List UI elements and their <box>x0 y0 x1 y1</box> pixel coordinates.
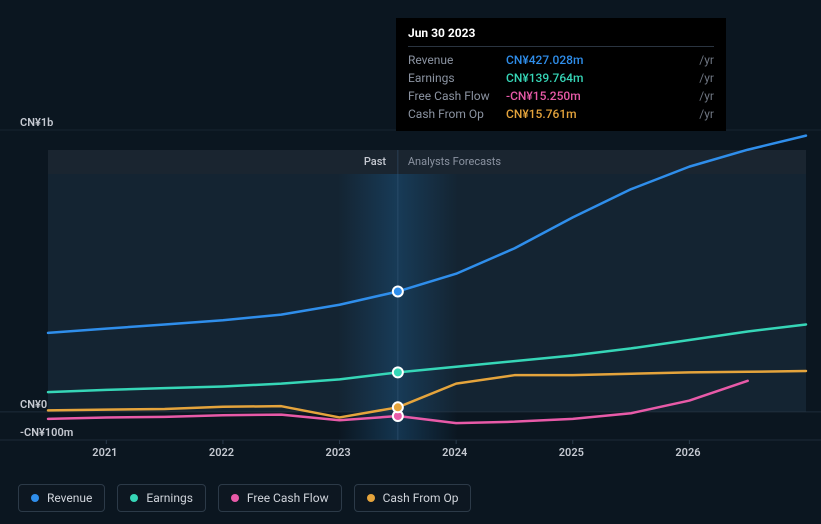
tooltip-row-label: Cash From Op <box>408 107 502 121</box>
legend-label: Revenue <box>47 491 92 505</box>
chart-legend: Revenue Earnings Free Cash Flow Cash From O… <box>18 484 471 512</box>
tooltip-row: Cash From Op CN¥15.761m/yr <box>408 105 714 123</box>
legend-item-fcf[interactable]: Free Cash Flow <box>218 484 342 512</box>
tooltip-row-label: Earnings <box>408 71 502 85</box>
legend-dot-icon <box>367 494 375 502</box>
x-tick-label: 2023 <box>326 446 351 459</box>
legend-label: Free Cash Flow <box>247 491 329 505</box>
forecast-section-label: Analysts Forecasts <box>408 155 501 168</box>
tooltip-row-value: CN¥427.028m <box>506 53 695 67</box>
legend-dot-icon <box>231 494 239 502</box>
financial-chart: -CN¥100m CN¥0 CN¥1b 2021 2022 2023 2024 2025 20… <box>0 0 821 524</box>
x-tick-label: 2026 <box>675 446 700 459</box>
tooltip-row: Revenue CN¥427.028m/yr <box>408 51 714 69</box>
legend-item-revenue[interactable]: Revenue <box>18 484 105 512</box>
y-tick-label: -CN¥100m <box>20 426 73 439</box>
tooltip-row-unit: /yr <box>699 71 714 85</box>
tooltip-date: Jun 30 2023 <box>408 26 714 44</box>
legend-label: Cash From Op <box>383 491 459 505</box>
y-tick-label: CN¥1b <box>20 116 53 129</box>
tooltip-row-unit: /yr <box>699 53 714 67</box>
tooltip-row-label: Revenue <box>408 53 502 67</box>
legend-item-cfo[interactable]: Cash From Op <box>354 484 472 512</box>
tooltip-row-value: -CN¥15.250m <box>506 89 695 103</box>
x-tick-label: 2024 <box>442 446 467 459</box>
legend-label: Earnings <box>146 491 193 505</box>
tooltip-row-value: CN¥139.764m <box>506 71 695 85</box>
tooltip-row: Free Cash Flow -CN¥15.250m/yr <box>408 87 714 105</box>
legend-item-earnings[interactable]: Earnings <box>117 484 206 512</box>
x-tick-label: 2022 <box>209 446 234 459</box>
tooltip-row-unit: /yr <box>699 107 714 121</box>
tooltip-row: Earnings CN¥139.764m/yr <box>408 69 714 87</box>
tooltip-row-unit: /yr <box>699 89 714 103</box>
legend-dot-icon <box>31 494 39 502</box>
x-tick-label: 2021 <box>92 446 117 459</box>
tooltip-row-label: Free Cash Flow <box>408 89 502 103</box>
y-tick-label: CN¥0 <box>20 398 47 411</box>
tooltip-row-value: CN¥15.761m <box>506 107 695 121</box>
chart-tooltip: Jun 30 2023 RevenueCN¥427.028m/yrEarning… <box>396 18 726 131</box>
legend-dot-icon <box>130 494 138 502</box>
x-tick-label: 2025 <box>559 446 584 459</box>
past-section-label: Past <box>364 155 386 168</box>
